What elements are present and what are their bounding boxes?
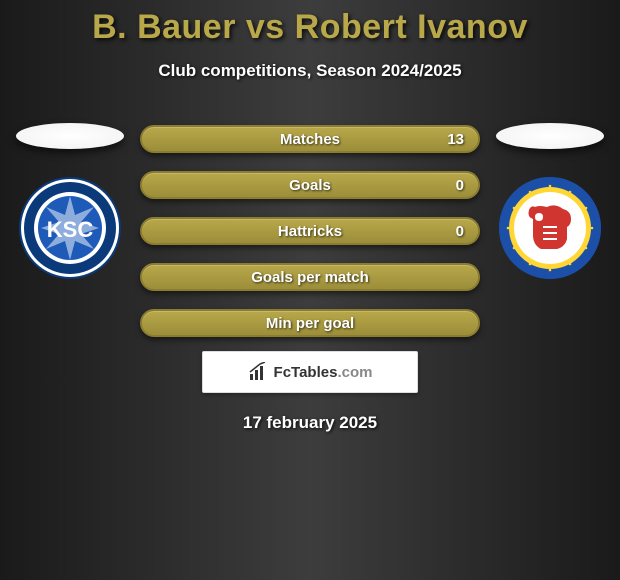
club-left-badge: KSC xyxy=(19,177,121,279)
stat-min-per-goal: Min per goal xyxy=(140,309,480,337)
subtitle: Club competitions, Season 2024/2025 xyxy=(158,61,461,81)
player-right-avatar xyxy=(496,123,604,149)
stat-goals-per-match: Goals per match xyxy=(140,263,480,291)
stat-value: 0 xyxy=(456,177,464,194)
brand-name: FcTables xyxy=(274,364,338,381)
stat-label: Min per goal xyxy=(266,315,354,332)
chart-icon xyxy=(248,362,268,382)
stat-label: Hattricks xyxy=(278,223,342,240)
braunschweig-logo-icon xyxy=(499,177,601,279)
brand-text: FcTables.com xyxy=(274,364,373,381)
stats-column: Matches 13 Goals 0 Hattricks 0 Goals per… xyxy=(140,123,480,337)
main-row: KSC Matches 13 Goals 0 Hattricks 0 Goals… xyxy=(0,123,620,337)
stat-label: Goals per match xyxy=(251,269,369,286)
player-left-avatar xyxy=(16,123,124,149)
stat-goals: Goals 0 xyxy=(140,171,480,199)
stat-value: 0 xyxy=(456,223,464,240)
svg-text:KSC: KSC xyxy=(47,217,94,242)
stat-matches: Matches 13 xyxy=(140,125,480,153)
player-left-column: KSC xyxy=(10,123,130,279)
ksc-logo-icon: KSC xyxy=(19,177,121,279)
club-right-badge xyxy=(499,177,601,279)
date-line: 17 february 2025 xyxy=(243,413,377,433)
comparison-card: B. Bauer vs Robert Ivanov Club competiti… xyxy=(0,0,620,433)
page-title: B. Bauer vs Robert Ivanov xyxy=(92,8,528,47)
brand-suffix: .com xyxy=(337,364,372,381)
stat-label: Matches xyxy=(280,131,340,148)
player-right-column xyxy=(490,123,610,279)
stat-value: 13 xyxy=(447,131,464,148)
stat-label: Goals xyxy=(289,177,331,194)
stat-hattricks: Hattricks 0 xyxy=(140,217,480,245)
brand-footer[interactable]: FcTables.com xyxy=(202,351,418,393)
